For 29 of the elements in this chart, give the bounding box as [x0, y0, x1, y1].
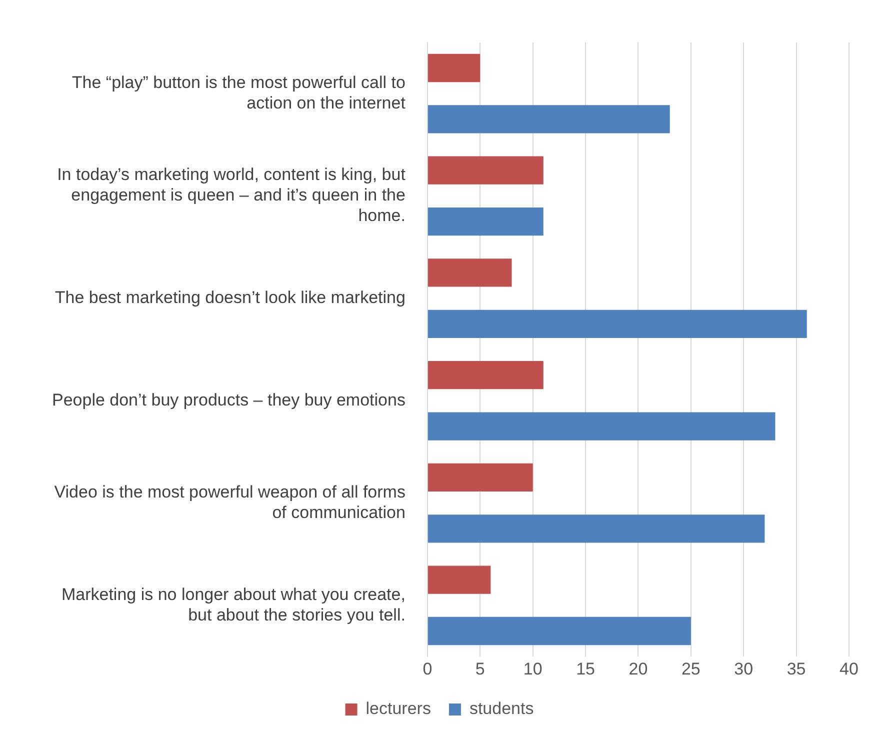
- x-tick-label: 30: [734, 659, 754, 678]
- bar: [428, 54, 480, 82]
- bar: [428, 463, 533, 492]
- bar: [428, 156, 544, 184]
- x-tick-label: 10: [523, 659, 542, 678]
- y-tick-label: Marketing is no longer about what you create, but about the stories you tell.: [61, 584, 406, 624]
- bar: [428, 566, 491, 594]
- y-tick-label: Video is the most powerful weapon of all forms of communication: [54, 482, 406, 522]
- x-tick-label: 35: [786, 659, 806, 678]
- bar: [428, 105, 670, 134]
- bar: [428, 361, 544, 390]
- bar: [428, 310, 807, 338]
- x-tick-label: 40: [840, 659, 858, 678]
- bar: [428, 616, 691, 646]
- x-tick-label: 20: [628, 659, 648, 678]
- y-tick-label: People don’t buy products – they buy emotions: [52, 390, 406, 410]
- bar: [428, 412, 776, 440]
- legend-label: lecturers: [366, 699, 431, 718]
- bar: [428, 514, 765, 543]
- x-tick-label: 15: [576, 659, 595, 678]
- legend-label: students: [469, 699, 534, 718]
- y-tick-label: The “play” button is the most powerful call to action on the internet: [72, 73, 406, 112]
- bar: [428, 207, 544, 236]
- bar: [428, 258, 512, 287]
- x-tick-label: 25: [681, 659, 700, 678]
- y-tick-label: In today’s marketing world, content is king, but engagement is queen – and it’s queen in the home.: [57, 165, 406, 226]
- x-tick-label: 5: [475, 659, 485, 678]
- y-tick-label: The best marketing doesn’t look like marketing: [54, 288, 406, 308]
- x-tick-label: 0: [422, 659, 432, 678]
